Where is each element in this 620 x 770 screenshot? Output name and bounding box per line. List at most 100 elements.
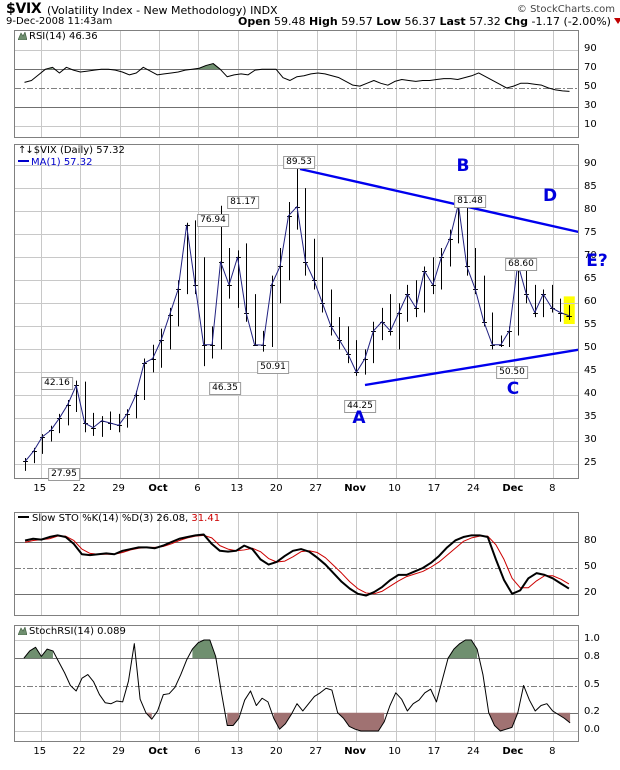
price-callout: 44.25 (344, 400, 376, 413)
x-axis-tick: 6 (194, 746, 201, 757)
x-axis-tick: Dec (502, 746, 524, 757)
updown-arrow-icon: ↑↓ (18, 145, 34, 156)
symbol-description-text: (Volatility Index - New Methodology) (47, 4, 247, 17)
x-axis-tick: 22 (72, 483, 86, 494)
y-axis-tick: 50 (584, 342, 597, 354)
x-axis-tick: Nov (344, 483, 367, 494)
price-panel: ↑↓$VIX (Daily) 57.32 MA(1) 57.32 90 85 80 7… (14, 144, 620, 481)
high-label: High (309, 15, 338, 28)
change-label: Chg (504, 15, 528, 28)
x-axis-tick: 13 (230, 483, 244, 494)
rsi-legend: RSI(14) 46.36 (17, 31, 98, 42)
y-axis-tick: 50 (584, 561, 597, 572)
price-plot-area[interactable] (14, 144, 579, 479)
stochrsi-plot-area[interactable] (14, 625, 579, 742)
y-axis-tick: 30 (584, 99, 597, 111)
y-axis-tick: 25 (584, 457, 597, 469)
x-axis-tick: 8 (549, 746, 556, 757)
x-axis-tick: 17 (427, 746, 441, 757)
symbol-ticker: $VIX (6, 1, 42, 17)
y-axis-tick: 90 (584, 43, 597, 55)
elliott-wave-label: A (352, 408, 366, 428)
rsi-panel: RSI(14) 46.36 90 70 50 30 10 (14, 30, 620, 140)
slow-stochastic-legend: Slow STO %K(14) %D(3) 26.08, 31.41 (18, 513, 220, 524)
y-axis-tick: 10 (584, 118, 597, 130)
slow-stochastic-plot-area[interactable] (14, 512, 579, 616)
last-label: Last (439, 15, 466, 28)
y-axis-tick: 80 (584, 535, 597, 547)
ma-line-swatch-icon (18, 160, 29, 162)
open-value: 59.48 (274, 15, 306, 28)
low-label: Low (376, 15, 401, 28)
elliott-wave-label: C (506, 379, 520, 399)
price-callout: 81.48 (454, 195, 486, 208)
y-axis-tick: 1.0 (584, 633, 600, 644)
y-axis-tick: 0.0 (584, 724, 600, 735)
y-axis-tick: 85 (584, 181, 597, 193)
chart-header: $VIX (Volatility Index - New Methodology… (0, 0, 620, 28)
price-legend-text: $VIX (Daily) 57.32 (33, 145, 125, 156)
y-axis-tick: 55 (584, 319, 597, 331)
y-axis-tick: 90 (584, 158, 597, 170)
price-legend-ma: MA(1) 57.32 (18, 157, 92, 168)
x-axis-tick: Oct (148, 746, 168, 757)
y-axis-tick: 30 (584, 434, 597, 446)
y-axis-tick: 70 (584, 250, 597, 262)
mountain-chart-icon (17, 626, 28, 636)
y-axis-tick: 45 (584, 365, 597, 377)
rsi-legend-text: RSI(14) 46.36 (29, 31, 98, 42)
symbol-description: (Volatility Index - New Methodology) IND… (47, 4, 278, 17)
x-axis-tick: Nov (344, 746, 367, 757)
x-axis-tick: 6 (194, 483, 201, 494)
x-axis-tick: Oct (148, 483, 168, 494)
down-triangle-icon (613, 18, 620, 24)
stochrsi-x-axis: 15 22 29 Oct 6 13 20 27 Nov 10 17 24 Dec 8 (14, 746, 579, 760)
stochrsi-legend-text: StochRSI(14) 0.089 (29, 626, 126, 637)
stoch-d-value: 31.41 (191, 513, 221, 524)
elliott-wave-label: B (456, 156, 470, 176)
trendline (299, 167, 578, 234)
stochrsi-panel: StochRSI(14) 0.089 1.0 0.8 0.5 0.2 0.0 (14, 625, 620, 743)
price-callout: 50.50 (496, 366, 528, 379)
elliott-wave-label: D (542, 186, 558, 206)
y-axis-tick: 35 (584, 411, 597, 423)
price-callout: 76.94 (197, 214, 229, 227)
x-axis-tick: 20 (269, 483, 283, 494)
stockcharts-credit: © StockCharts.com (516, 4, 615, 15)
x-axis-tick: 24 (467, 746, 480, 757)
slow-stochastic-panel: Slow STO %K(14) %D(3) 26.08, 31.41 80 50 2… (14, 512, 620, 617)
y-axis-tick: 0.8 (584, 651, 600, 663)
x-axis-tick: 15 (33, 483, 47, 494)
x-axis-tick: 22 (72, 746, 86, 757)
mountain-chart-icon (17, 31, 28, 41)
price-legend-main: ↑↓$VIX (Daily) 57.32 (18, 145, 125, 156)
quote-datetime: 9-Dec-2008 11:43am (6, 16, 113, 27)
stoch-k-line-swatch-icon (18, 516, 29, 518)
price-callout: 46.35 (209, 382, 241, 395)
open-label: Open (238, 15, 271, 28)
stoch-k-value: 26.08, (156, 513, 189, 524)
y-axis-tick: 20 (584, 586, 597, 598)
x-axis-tick: 10 (388, 483, 401, 494)
price-x-axis: 15 22 29 Oct 6 13 20 27 Nov 10 17 24 Dec 8 (14, 483, 579, 497)
x-axis-tick: 8 (549, 483, 556, 494)
x-axis-tick: Dec (502, 483, 524, 494)
symbol-exchange: INDX (250, 4, 278, 17)
x-axis-tick: 24 (467, 483, 480, 494)
high-value: 59.57 (341, 15, 373, 28)
price-callout: 42.16 (41, 377, 73, 390)
y-axis-tick: 80 (584, 204, 597, 216)
x-axis-tick: 27 (309, 483, 323, 494)
rsi-plot-area[interactable] (14, 30, 579, 138)
x-axis-tick: 20 (269, 746, 283, 757)
trendline (364, 348, 578, 387)
x-axis-tick: 10 (388, 746, 401, 757)
change-value: -1.17 (-2.00%) (531, 15, 611, 28)
price-callout: 81.17 (227, 196, 259, 209)
y-axis-tick: 0.5 (584, 678, 600, 690)
price-callout: 89.53 (283, 156, 315, 169)
stochrsi-legend: StochRSI(14) 0.089 (17, 626, 126, 637)
x-axis-tick: 15 (33, 746, 47, 757)
x-axis-tick: 17 (427, 483, 441, 494)
y-axis-tick: 65 (584, 273, 597, 285)
